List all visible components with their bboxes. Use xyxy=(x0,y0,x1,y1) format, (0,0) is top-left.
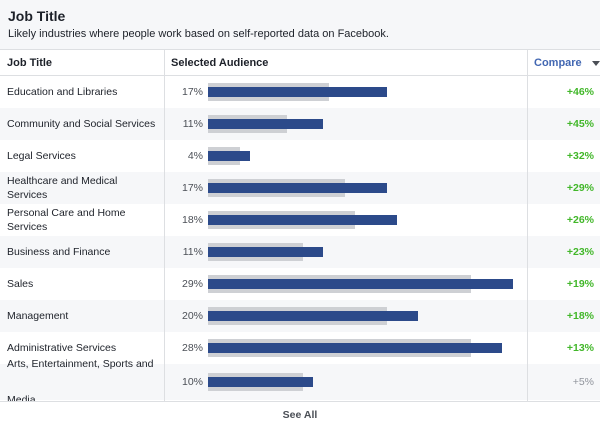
bar-track xyxy=(208,364,523,400)
job-title-label: Sales xyxy=(7,278,34,290)
compare-value: +32% xyxy=(566,150,594,162)
audience-percent: 17% xyxy=(181,182,203,194)
bar-track xyxy=(208,268,523,300)
job-title-label: Community and Social Services xyxy=(7,118,156,130)
table-row: Business and Finance 11% +23% xyxy=(0,236,600,268)
compare-value: +29% xyxy=(566,182,594,194)
job-title-label: Administrative Services xyxy=(7,342,117,354)
card-title: Job Title xyxy=(8,8,66,24)
table-row: Healthcare and Medical Services 17% +29% xyxy=(0,172,600,204)
bar-track xyxy=(208,76,523,108)
selected-audience-bar xyxy=(208,215,397,225)
column-divider xyxy=(164,50,165,401)
selected-audience-bar xyxy=(208,377,313,387)
job-title-label: Healthcare and Medical Services xyxy=(7,175,118,201)
compare-value: +18% xyxy=(566,310,594,322)
bar-track xyxy=(208,204,523,236)
bar-track xyxy=(208,300,523,332)
table-row: Education and Libraries 17% +46% xyxy=(0,76,600,108)
bar-track xyxy=(208,332,523,364)
compare-label: Compare xyxy=(534,57,582,69)
audience-percent: 11% xyxy=(182,118,203,130)
table-row: Community and Social Services 11% +45% xyxy=(0,108,600,140)
audience-percent: 29% xyxy=(181,278,203,290)
audience-percent: 28% xyxy=(181,342,203,354)
audience-percent: 20% xyxy=(181,310,203,322)
bar-track xyxy=(208,172,523,204)
selected-audience-bar xyxy=(208,119,323,129)
selected-audience-bar xyxy=(208,279,513,289)
audience-percent: 17% xyxy=(181,86,203,98)
job-title-label: Management xyxy=(7,310,69,322)
bar-track xyxy=(208,140,523,172)
table-row: Management 20% +18% xyxy=(0,300,600,332)
compare-dropdown[interactable]: Compare xyxy=(534,50,600,76)
card-subtitle: Likely industries where people work base… xyxy=(8,28,389,40)
audience-percent: 4% xyxy=(187,150,203,162)
audience-percent: 11% xyxy=(182,246,203,258)
job-title-label: Arts, Entertainment, Sports and Media xyxy=(7,358,154,406)
selected-audience-bar xyxy=(208,247,323,257)
see-all-link[interactable]: See All xyxy=(282,409,318,421)
table-row: Legal Services 4% +32% xyxy=(0,140,600,172)
audience-percent: 18% xyxy=(181,214,203,226)
bar-track xyxy=(208,236,523,268)
table-row: Arts, Entertainment, Sports and Media 10%… xyxy=(0,358,600,406)
compare-value: +5% xyxy=(572,376,594,388)
compare-value: +46% xyxy=(566,86,594,98)
compare-value: +26% xyxy=(566,214,594,226)
caret-down-icon xyxy=(591,60,600,66)
selected-audience-bar xyxy=(208,87,387,97)
compare-value: +23% xyxy=(566,246,594,258)
selected-audience-bar xyxy=(208,311,418,321)
job-title-label: Education and Libraries xyxy=(7,86,118,98)
table-row: Sales 29% +19% xyxy=(0,268,600,300)
selected-audience-bar xyxy=(208,183,387,193)
table-row: Personal Care and Home Services 18% +26% xyxy=(0,204,600,236)
audience-percent: 10% xyxy=(181,376,203,388)
compare-value: +45% xyxy=(566,118,594,130)
compare-value: +13% xyxy=(566,342,594,354)
table-header: Job Title Selected Audience Compare xyxy=(0,50,600,76)
job-title-label: Business and Finance xyxy=(7,246,111,258)
compare-value: +19% xyxy=(566,278,594,290)
column-header-selected-audience: Selected Audience xyxy=(171,57,269,69)
bar-track xyxy=(208,108,523,140)
job-title-label: Personal Care and Home Services xyxy=(7,207,126,233)
selected-audience-bar xyxy=(208,151,250,161)
column-divider xyxy=(527,50,528,401)
job-title-label: Legal Services xyxy=(7,150,76,162)
table-row: Administrative Services 28% +13% xyxy=(0,332,600,364)
column-header-job-title: Job Title xyxy=(7,57,53,69)
card-header: Job Title Likely industries where people… xyxy=(0,0,600,50)
card-footer: See All xyxy=(0,401,600,427)
selected-audience-bar xyxy=(208,343,502,353)
